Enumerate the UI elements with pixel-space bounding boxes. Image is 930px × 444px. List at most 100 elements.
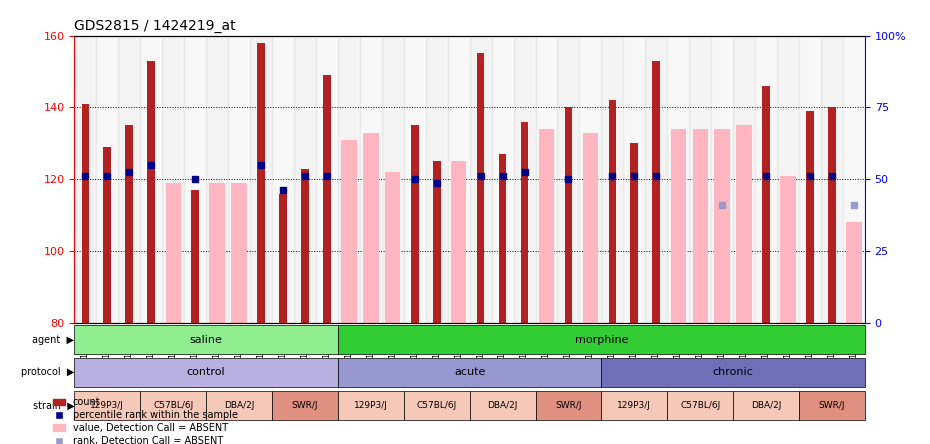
Bar	[799, 36, 821, 323]
FancyBboxPatch shape	[536, 391, 602, 420]
FancyBboxPatch shape	[668, 391, 733, 420]
Bar	[513, 36, 536, 323]
Bar	[404, 36, 426, 323]
FancyBboxPatch shape	[799, 391, 865, 420]
FancyBboxPatch shape	[74, 325, 338, 354]
Bar	[763, 86, 770, 323]
Bar	[363, 133, 379, 323]
Bar	[536, 36, 557, 323]
Bar	[118, 36, 140, 323]
Bar	[477, 53, 485, 323]
FancyBboxPatch shape	[602, 358, 865, 387]
Text: saline: saline	[190, 335, 222, 345]
Bar	[209, 183, 225, 323]
Bar	[166, 183, 181, 323]
Bar	[432, 161, 441, 323]
Bar	[777, 36, 799, 323]
Bar	[126, 125, 133, 323]
Bar	[232, 183, 246, 323]
Text: acute: acute	[454, 368, 485, 377]
Bar	[447, 36, 470, 323]
FancyBboxPatch shape	[74, 391, 140, 420]
Text: morphine: morphine	[575, 335, 628, 345]
Bar	[294, 36, 316, 323]
Bar	[602, 36, 623, 323]
Bar	[693, 129, 708, 323]
Text: agent  ▶: agent ▶	[33, 335, 74, 345]
Bar	[492, 36, 513, 323]
Bar	[538, 129, 554, 323]
FancyBboxPatch shape	[404, 391, 470, 420]
Bar	[338, 36, 360, 323]
Text: SWR/J: SWR/J	[292, 401, 318, 410]
Text: C57BL/6J: C57BL/6J	[417, 401, 457, 410]
Bar	[411, 125, 418, 323]
Bar	[579, 36, 602, 323]
Bar	[806, 111, 814, 323]
Bar	[755, 36, 777, 323]
Bar	[821, 36, 843, 323]
Bar	[521, 122, 528, 323]
Text: 129P3/J: 129P3/J	[618, 401, 651, 410]
Bar	[623, 36, 645, 323]
FancyBboxPatch shape	[74, 358, 338, 387]
Bar	[498, 154, 507, 323]
FancyBboxPatch shape	[602, 391, 668, 420]
Text: chronic: chronic	[712, 368, 753, 377]
Bar	[631, 143, 638, 323]
FancyBboxPatch shape	[733, 391, 799, 420]
Bar	[426, 36, 447, 323]
Text: C57BL/6J: C57BL/6J	[153, 401, 193, 410]
Bar	[148, 61, 155, 323]
Bar	[828, 107, 836, 323]
Text: DBA/2J: DBA/2J	[751, 401, 781, 410]
Bar	[645, 36, 668, 323]
Bar	[258, 43, 265, 323]
FancyBboxPatch shape	[338, 358, 602, 387]
Text: DBA/2J: DBA/2J	[487, 401, 518, 410]
Bar	[714, 129, 730, 323]
Bar	[557, 36, 579, 323]
Bar	[74, 36, 97, 323]
Bar	[360, 36, 382, 323]
Bar	[162, 36, 184, 323]
Text: C57BL/6J: C57BL/6J	[680, 401, 721, 410]
Bar	[470, 36, 492, 323]
Bar	[385, 172, 401, 323]
Bar	[206, 36, 228, 323]
Bar	[846, 222, 861, 323]
Bar	[653, 61, 660, 323]
Bar	[97, 36, 118, 323]
FancyBboxPatch shape	[272, 391, 338, 420]
Bar	[689, 36, 711, 323]
Bar	[316, 36, 338, 323]
Bar	[668, 36, 689, 323]
FancyBboxPatch shape	[206, 391, 272, 420]
Bar	[250, 36, 272, 323]
FancyBboxPatch shape	[338, 391, 404, 420]
Text: protocol  ▶: protocol ▶	[21, 368, 74, 377]
Bar	[451, 161, 466, 323]
Text: 129P3/J: 129P3/J	[90, 401, 125, 410]
Bar	[382, 36, 404, 323]
Text: control: control	[187, 368, 225, 377]
Bar	[323, 75, 331, 323]
Bar	[301, 169, 309, 323]
Bar	[565, 107, 572, 323]
Text: SWR/J: SWR/J	[555, 401, 581, 410]
Bar	[103, 147, 112, 323]
Bar	[272, 36, 294, 323]
Bar	[608, 100, 617, 323]
FancyBboxPatch shape	[470, 391, 536, 420]
Bar	[228, 36, 250, 323]
Text: DBA/2J: DBA/2J	[224, 401, 254, 410]
Bar	[843, 36, 865, 323]
Bar	[711, 36, 733, 323]
FancyBboxPatch shape	[338, 325, 865, 354]
Bar	[737, 125, 751, 323]
Bar	[780, 176, 796, 323]
Text: GDS2815 / 1424219_at: GDS2815 / 1424219_at	[74, 19, 236, 33]
Bar	[341, 140, 356, 323]
Bar	[583, 133, 598, 323]
Text: 129P3/J: 129P3/J	[354, 401, 388, 410]
